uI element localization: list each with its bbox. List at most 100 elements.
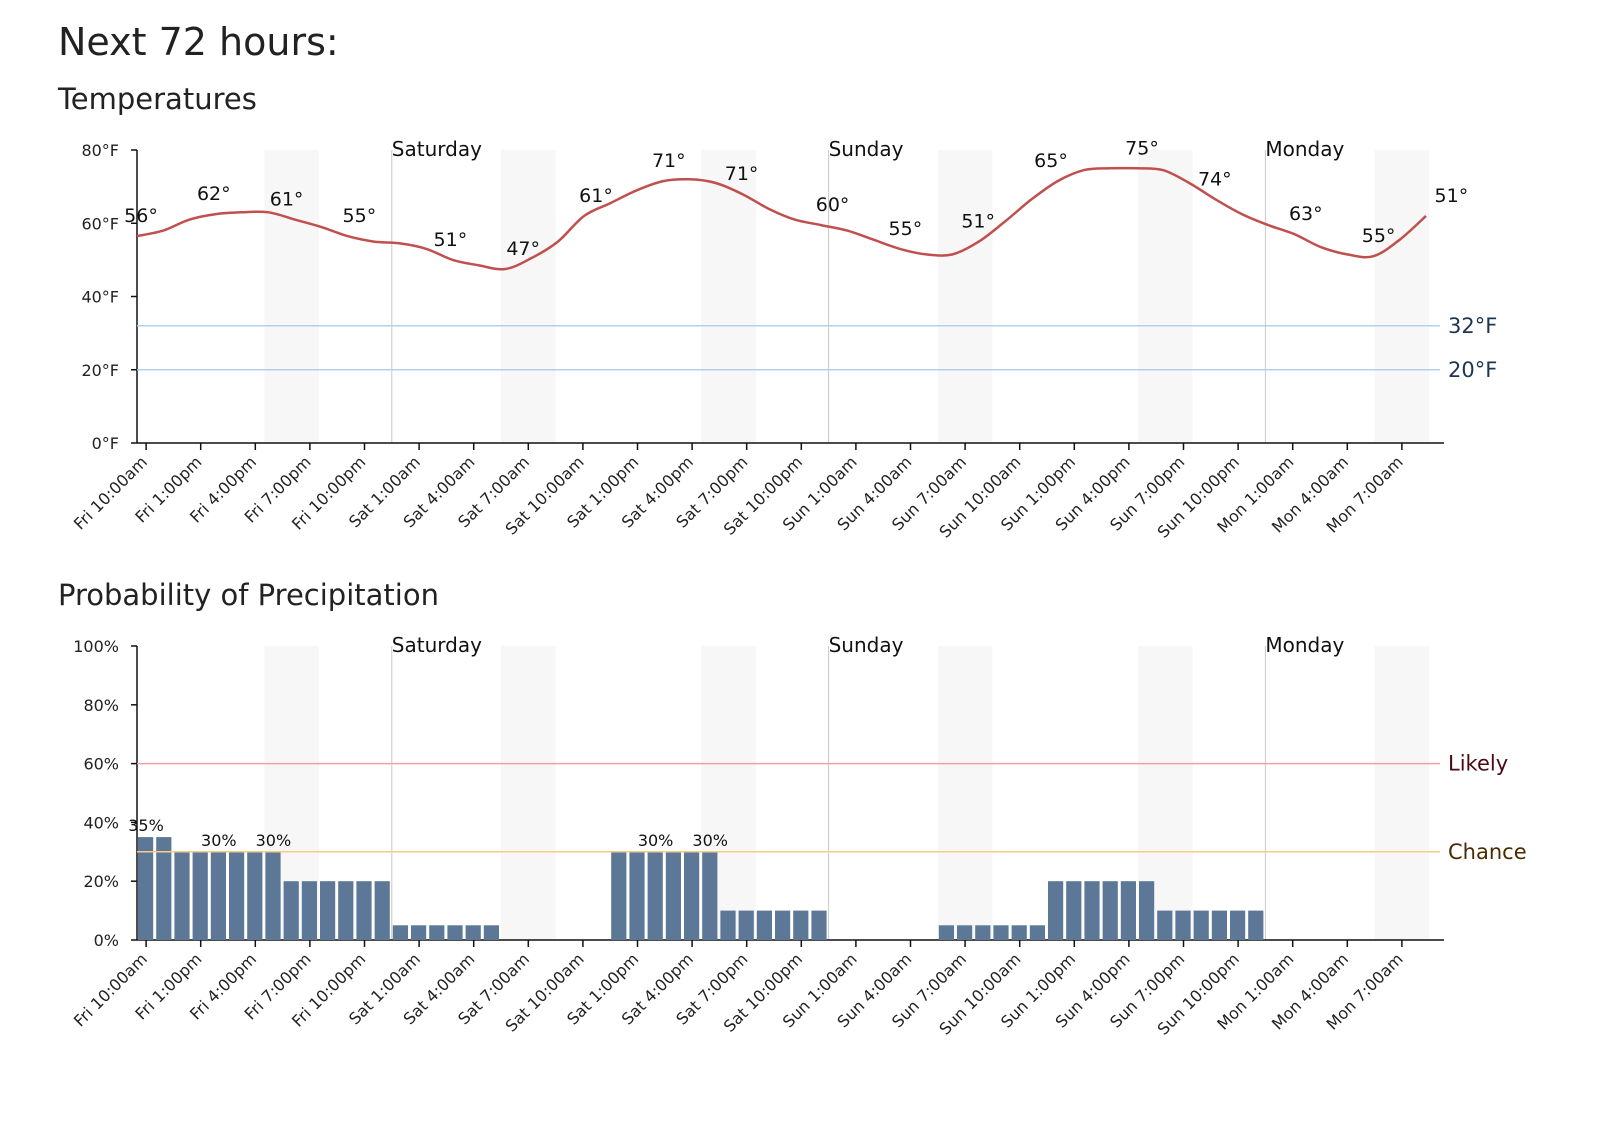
day-label: Monday — [1265, 633, 1344, 657]
precipitation-bar — [1048, 881, 1064, 940]
temperature-data-label: 55° — [343, 205, 377, 227]
y-tick-label: 40°F — [81, 288, 119, 307]
night-shade — [937, 150, 993, 443]
precipitation-bar — [811, 910, 827, 940]
precipitation-bar — [1175, 910, 1191, 940]
day-label: Sunday — [829, 137, 904, 161]
precipitation-bar — [793, 910, 809, 940]
y-tick-label: 0°F — [92, 434, 119, 453]
night-shade — [937, 646, 993, 940]
y-tick-label: 40% — [83, 813, 119, 832]
precipitation-bar — [629, 851, 645, 940]
precipitation-data-label: 30% — [201, 831, 237, 850]
y-tick-label: 100% — [73, 637, 119, 656]
night-shade — [264, 150, 319, 443]
precipitation-bar — [138, 837, 154, 940]
precipitation-bar — [1029, 925, 1045, 940]
precipitation-bar — [1066, 881, 1082, 940]
reference-line-label: 20°F — [1448, 358, 1497, 382]
day-label: Sunday — [829, 633, 904, 657]
precipitation-bar — [957, 925, 973, 940]
precipitation-bar — [210, 851, 226, 940]
day-label: Saturday — [392, 137, 482, 161]
precipitation-bar — [483, 925, 499, 940]
precipitation-bar — [174, 851, 190, 940]
precipitation-bar — [1193, 910, 1209, 940]
temperature-data-label: 62° — [197, 183, 231, 205]
precipitation-bar — [247, 851, 263, 940]
temperature-data-label: 71° — [652, 150, 686, 172]
temperature-data-label: 71° — [725, 163, 759, 185]
reference-line-label: 32°F — [1448, 314, 1497, 338]
precipitation-bar — [338, 881, 354, 940]
precipitation-bar — [1084, 881, 1100, 940]
precipitation-bar — [411, 925, 427, 940]
temperature-data-label: 61° — [579, 185, 613, 207]
precipitation-bar — [356, 881, 372, 940]
night-shade — [1374, 646, 1430, 940]
temperature-data-label: 74° — [1198, 168, 1232, 190]
precipitation-bar — [1120, 881, 1136, 940]
temperature-chart-title: Temperatures — [58, 82, 257, 116]
precipitation-bar — [775, 910, 791, 940]
temperature-data-label: 51° — [961, 211, 995, 233]
temperature-data-label: 75° — [1125, 137, 1159, 159]
precipitation-bar — [647, 851, 663, 940]
precipitation-chart: Saturday Sunday Monday0%20%40%60%80%100%Fr… — [70, 633, 1527, 1039]
precipitation-bar — [1211, 910, 1227, 940]
precipitation-data-label: 35% — [128, 816, 164, 835]
temperature-data-label: 55° — [889, 218, 923, 240]
day-label: Monday — [1265, 137, 1344, 161]
precipitation-bar — [611, 851, 627, 940]
precipitation-bar — [1139, 881, 1155, 940]
precipitation-bar — [702, 851, 718, 940]
temperature-data-label: 61° — [270, 189, 304, 211]
precipitation-bar — [229, 851, 245, 940]
precipitation-bar — [720, 910, 736, 940]
night-shade — [1138, 150, 1193, 443]
day-label: Saturday — [392, 633, 482, 657]
precipitation-bar — [975, 925, 991, 940]
precipitation-bar — [192, 851, 208, 940]
temperature-series-line — [136, 166, 1427, 271]
temperature-chart: Saturday Sunday Monday0°F20°F40°F60°F80°FF… — [70, 137, 1497, 542]
precipitation-bar — [265, 851, 281, 940]
y-tick-label: 80% — [83, 696, 119, 715]
y-tick-label: 20% — [83, 872, 119, 891]
precipitation-bar — [301, 881, 317, 940]
temperature-data-label: 60° — [816, 194, 850, 216]
precipitation-bar — [1230, 910, 1246, 940]
precipitation-bar — [665, 851, 681, 940]
precipitation-bar — [283, 881, 299, 940]
y-tick-label: 60% — [83, 755, 119, 774]
precipitation-bar — [684, 851, 700, 940]
night-shade — [501, 150, 556, 443]
precipitation-bar — [1157, 910, 1173, 940]
precipitation-bar — [156, 837, 172, 940]
precipitation-bar — [1102, 881, 1118, 940]
temperature-data-label: 51° — [1435, 185, 1469, 207]
precipitation-bar — [392, 925, 408, 940]
precipitation-bar — [465, 925, 481, 940]
y-tick-label: 20°F — [81, 361, 119, 380]
precipitation-data-label: 30% — [638, 831, 674, 850]
precipitation-bar — [993, 925, 1009, 940]
precipitation-bar — [320, 881, 336, 940]
precipitation-data-label: 30% — [692, 831, 728, 850]
y-tick-label: 80°F — [81, 141, 119, 160]
temperature-data-label: 55° — [1362, 225, 1396, 247]
temperature-data-label: 56° — [124, 205, 158, 227]
precipitation-bar — [447, 925, 463, 940]
reference-line-label: Chance — [1448, 840, 1527, 864]
y-tick-label: 60°F — [81, 214, 119, 233]
precipitation-chart-title: Probability of Precipitation — [58, 578, 439, 612]
precipitation-data-label: 30% — [256, 831, 292, 850]
precipitation-bar — [738, 910, 754, 940]
precipitation-bar — [374, 881, 390, 940]
page-title: Next 72 hours: — [58, 20, 339, 64]
reference-line-label: Likely — [1448, 752, 1508, 776]
temperature-data-label: 65° — [1034, 150, 1068, 172]
temperature-data-label: 51° — [434, 229, 468, 251]
temperature-data-label: 63° — [1289, 203, 1323, 225]
y-tick-label: 0% — [94, 931, 119, 950]
